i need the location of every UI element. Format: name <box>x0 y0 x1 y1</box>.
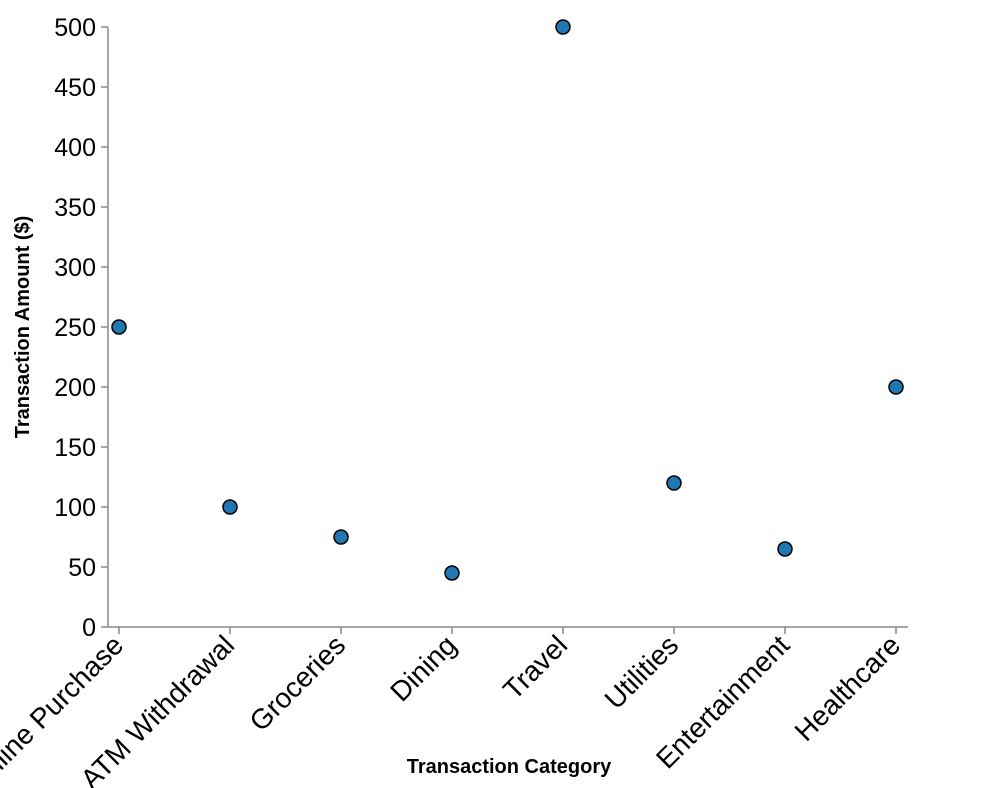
x-tick-label: Groceries <box>243 629 351 737</box>
x-tick-label: Utilities <box>599 629 685 715</box>
y-tick-label: 300 <box>54 254 96 282</box>
y-tick-label: 50 <box>68 554 96 582</box>
y-axis: 0 50 100 150 200 250 300 350 400 450 500 <box>54 14 109 642</box>
x-tick-label: Dining <box>384 629 462 707</box>
data-point <box>666 475 682 491</box>
x-axis-title: Transaction Category <box>407 756 612 778</box>
y-tick-label: 100 <box>54 494 96 522</box>
data-point <box>222 499 238 515</box>
y-tick-label: 150 <box>54 434 96 462</box>
y-tick-label: 350 <box>54 194 96 222</box>
data-point <box>888 379 904 395</box>
data-point <box>777 541 793 557</box>
y-tick-label: 450 <box>54 74 96 102</box>
data-point <box>111 319 127 335</box>
data-points <box>111 19 904 581</box>
data-point <box>333 529 349 545</box>
y-ticks: 0 50 100 150 200 250 300 350 400 450 500 <box>54 14 108 642</box>
y-tick-label: 0 <box>82 614 96 642</box>
y-tick-label: 400 <box>54 134 96 162</box>
x-tick-label: Healthcare <box>789 629 907 747</box>
data-point <box>444 565 460 581</box>
data-point <box>555 19 571 35</box>
y-tick-label: 250 <box>54 314 96 342</box>
y-axis-title: Transaction Amount ($) <box>12 216 34 439</box>
y-tick-label: 500 <box>54 14 96 42</box>
x-tick-label: Travel <box>497 629 573 705</box>
y-tick-label: 200 <box>54 374 96 402</box>
